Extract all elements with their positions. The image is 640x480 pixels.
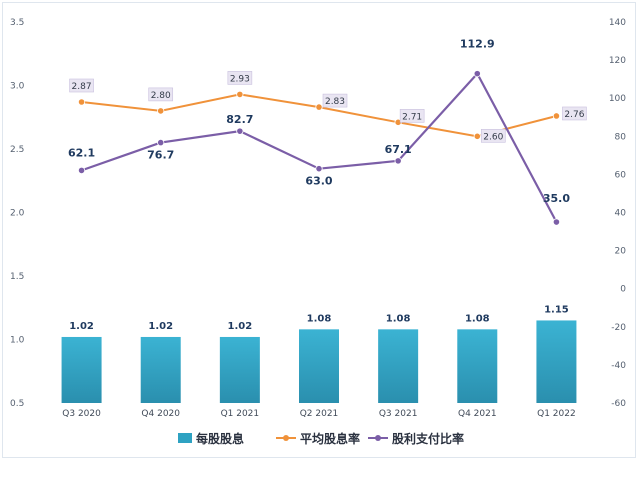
left-axis-tick-label: 3.0 [10,82,25,92]
left-axis-tick-label: 2.5 [10,145,24,155]
yield-label-box [148,87,174,102]
payout-point [394,157,402,165]
yield-data-label: 2.87 [72,82,92,92]
yield-label-box [562,106,587,121]
legend-label: 平均股息率 [300,431,360,446]
yield-data-label: 2.76 [564,110,584,120]
right-axis-tick-label: 100 [609,94,626,104]
payout-point [157,138,165,147]
yield-data-label: 2.60 [483,132,503,142]
payout-data-label: 67.1 [385,143,412,156]
payout-data-label: 112.9 [460,38,495,51]
bar-data-label: 1.08 [386,313,411,324]
bar [536,320,577,403]
legend-marker-payout [375,435,381,441]
category-label: Q4 2021 [458,409,497,419]
bar [299,329,339,403]
yield-label-box [480,129,506,143]
right-axis-tick-label: 20 [615,247,627,257]
right-axis-tick-label: 120 [609,56,626,66]
yield-data-label: 2.93 [230,74,250,84]
left-axis-tick-label: 1.0 [10,336,25,346]
payout-data-label: 76.7 [147,149,174,162]
left-axis-tick-label: 3.5 [10,18,24,28]
bar-data-label: 1.02 [148,321,173,332]
bar [457,329,498,403]
category-label: Q4 2020 [141,409,180,419]
right-axis-tick-label: 140 [609,18,626,28]
bar [378,329,419,403]
right-axis-tick-label: 0 [620,285,626,295]
bar-series [61,320,577,403]
left-axis: 0.5 1.0 1.5 2.0 2.5 3.0 3.5 [10,18,25,409]
payout-point [315,165,323,173]
payout-line-series: 62.1 76.7 82.7 63.0 67.1 112.9 35.0 [68,38,570,226]
bar-data-label: 1.08 [465,313,490,324]
bar-data-label: 1.02 [69,321,94,332]
right-axis-tick-label: 60 [615,170,627,180]
right-axis-tick-label: 40 [615,209,627,219]
yield-label-box [322,93,348,108]
yield-point [77,98,86,106]
yield-data-label: 2.83 [325,97,345,107]
legend-label: 每股股息 [196,431,244,446]
chart-frame [2,2,636,458]
category-label: Q1 2022 [537,409,576,419]
yield-label-box [227,71,253,85]
left-axis-tick-label: 0.5 [10,399,24,409]
payout-point [473,70,481,78]
yield-point [552,112,561,120]
category-axis-labels: Q3 2020 Q4 2020 Q1 2021 Q2 2021 Q3 2021 Q4 20… [62,409,575,419]
legend-label: 股利支付比率 [392,431,464,446]
yield-line-series: 2.87 2.80 2.93 2.83 2.71 2.60 2.76 [69,71,587,143]
right-axis-tick-label: 80 [615,132,627,142]
yield-label-box [399,109,425,123]
yield-point [236,90,244,98]
bar [219,336,260,403]
right-axis-tick-label: -40 [611,361,626,371]
payout-data-label: 35.0 [543,192,570,205]
yield-label-box [69,78,94,93]
yield-point [315,103,323,111]
left-axis-tick-label: 1.5 [10,272,24,282]
right-axis: -60 -40 -20 0 20 40 60 80 100 120 140 [609,18,626,409]
legend: 每股股息 平均股息率 股利支付比率 [178,431,464,446]
bar-data-labels: 1.02 1.02 1.02 1.08 1.08 1.08 1.15 [69,304,569,332]
legend-swatch-bar [178,433,192,443]
category-label: Q3 2021 [379,409,418,419]
payout-data-label: 82.7 [226,113,253,126]
payout-point [552,218,561,226]
right-axis-tick-label: -20 [611,323,626,333]
category-label: Q3 2020 [62,409,101,419]
bar-data-label: 1.08 [307,313,332,324]
category-label: Q1 2021 [221,409,260,419]
yield-data-label: 2.71 [402,112,422,122]
payout-point [236,127,244,135]
payout-data-label: 63.0 [305,175,332,188]
right-axis-tick-label: -60 [611,399,626,409]
left-axis-tick-label: 2.0 [10,209,25,219]
bar [61,336,102,403]
legend-marker-yield [283,435,289,441]
category-label: Q2 2021 [300,409,339,419]
bar [140,336,181,403]
payout-data-label: 62.1 [68,146,95,159]
yield-point [473,132,481,140]
bar-data-label: 1.15 [544,304,569,315]
payout-point [77,166,86,174]
bar-data-label: 1.02 [228,321,253,332]
yield-data-label: 2.80 [151,91,171,101]
yield-point [157,107,165,115]
